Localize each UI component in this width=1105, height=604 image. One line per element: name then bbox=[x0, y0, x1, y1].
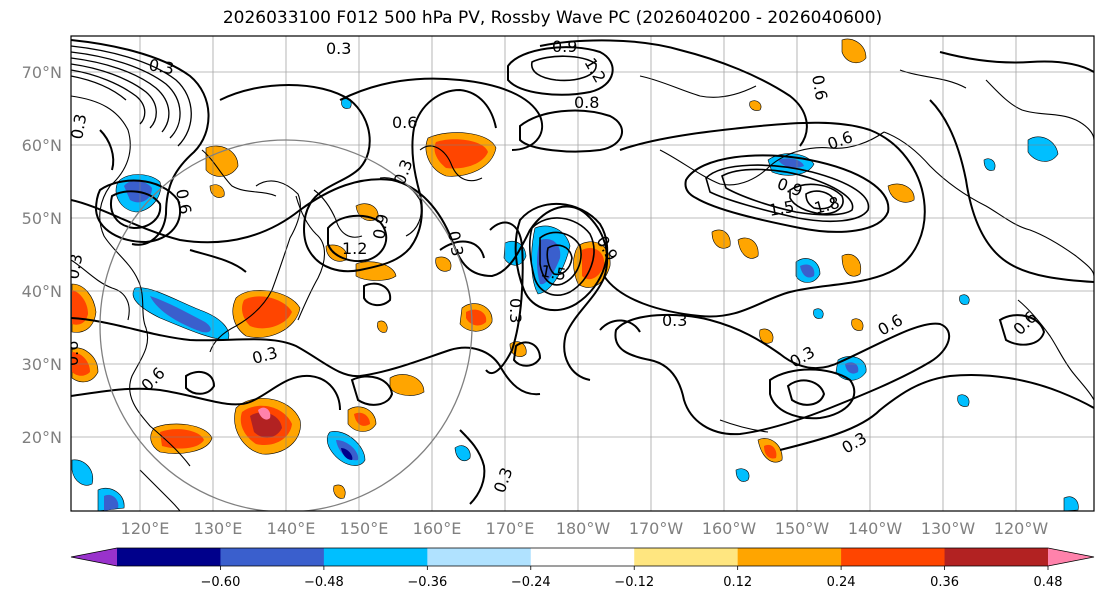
reference-circle bbox=[99, 139, 473, 511]
pv-anomaly-shading bbox=[71, 38, 1079, 511]
colorbar-bin bbox=[841, 548, 946, 566]
pv-contours bbox=[71, 39, 1094, 505]
colorbar-tick-label: 0.48 bbox=[1034, 575, 1063, 590]
lat-label: 70°N bbox=[22, 63, 62, 82]
graticule bbox=[71, 36, 1094, 511]
contour-label: 1.2 bbox=[342, 239, 367, 258]
colorbar-outline bbox=[70, 547, 1095, 567]
colorbar-tick-label: −0.24 bbox=[511, 575, 551, 590]
contour-label: 0.9 bbox=[552, 37, 577, 56]
lon-label: 120°W bbox=[994, 519, 1049, 538]
colorbar-tick-label: −0.36 bbox=[407, 575, 447, 590]
colorbar: −0.60 −0.48 −0.36 −0.24 −0.12 0.12 0.24 0.36 0.4… bbox=[70, 547, 1095, 590]
lon-label: 120°E bbox=[121, 519, 170, 538]
contour-label: 0.3 bbox=[147, 55, 175, 78]
contour-label: 0.3 bbox=[506, 298, 525, 323]
contour-label: 0.3 bbox=[63, 252, 86, 280]
contour-label: 0.3 bbox=[444, 229, 467, 257]
lat-label: 20°N bbox=[22, 428, 62, 447]
lon-label: 140°E bbox=[267, 519, 316, 538]
lon-label: 160°E bbox=[413, 519, 462, 538]
lat-label: 40°N bbox=[22, 282, 62, 301]
latitude-labels: 70°N 60°N 50°N 40°N 30°N 20°N bbox=[22, 63, 62, 447]
contour-label: 1.5 bbox=[767, 197, 795, 220]
lat-label: 60°N bbox=[22, 136, 62, 155]
plot-border bbox=[70, 35, 1095, 512]
lon-label: 150°W bbox=[775, 519, 830, 538]
colorbar-bin bbox=[530, 548, 635, 566]
contour-label: 0.6 bbox=[172, 187, 195, 215]
colorbar-tick-label: −0.60 bbox=[201, 575, 241, 590]
lat-label: 50°N bbox=[22, 209, 62, 228]
colorbar-bin bbox=[427, 548, 532, 566]
lon-label: 130°E bbox=[194, 519, 243, 538]
colorbar-tick-label: 0.36 bbox=[930, 575, 959, 590]
lon-label: 180°W bbox=[556, 519, 611, 538]
colorbar-bin bbox=[944, 548, 1049, 566]
contour-label: 0.6 bbox=[63, 341, 82, 366]
map-title: 2026033100 F012 500 hPa PV, Rossby Wave … bbox=[222, 8, 883, 28]
lon-label: 140°W bbox=[848, 519, 903, 538]
colorbar-tick-label: 0.12 bbox=[723, 575, 752, 590]
colorbar-extend-high bbox=[1048, 548, 1094, 566]
contour-label: 0.3 bbox=[326, 39, 351, 58]
lon-label: 160°W bbox=[702, 519, 757, 538]
lon-label: 130°W bbox=[921, 519, 976, 538]
colorbar-tick-label: 0.24 bbox=[827, 575, 856, 590]
lon-label: 150°E bbox=[340, 519, 389, 538]
colorbar-bin bbox=[117, 548, 221, 566]
longitude-labels: 120°E 130°E 140°E 150°E 160°E 170°E 180°… bbox=[121, 519, 1049, 538]
colorbar-tick-label: −0.12 bbox=[614, 575, 654, 590]
contour-label: 0.6 bbox=[392, 113, 417, 132]
colorbar-bin bbox=[737, 548, 842, 566]
contour-label: 0.8 bbox=[574, 93, 599, 112]
contour-label: 1.5 bbox=[539, 261, 567, 284]
lon-label: 170°E bbox=[486, 519, 535, 538]
contour-label: 0.9 bbox=[369, 212, 392, 240]
lat-label: 30°N bbox=[22, 355, 62, 374]
contour-label: 0.3 bbox=[67, 112, 90, 140]
colorbar-bin bbox=[323, 548, 428, 566]
colorbar-bin bbox=[634, 548, 739, 566]
colorbar-bin bbox=[220, 548, 325, 566]
contour-label: 0.6 bbox=[808, 73, 831, 101]
colorbar-extend-low bbox=[71, 548, 117, 566]
colorbar-tick-label: −0.48 bbox=[304, 575, 344, 590]
lon-label: 170°W bbox=[629, 519, 684, 538]
contour-label: 0.3 bbox=[662, 311, 687, 330]
